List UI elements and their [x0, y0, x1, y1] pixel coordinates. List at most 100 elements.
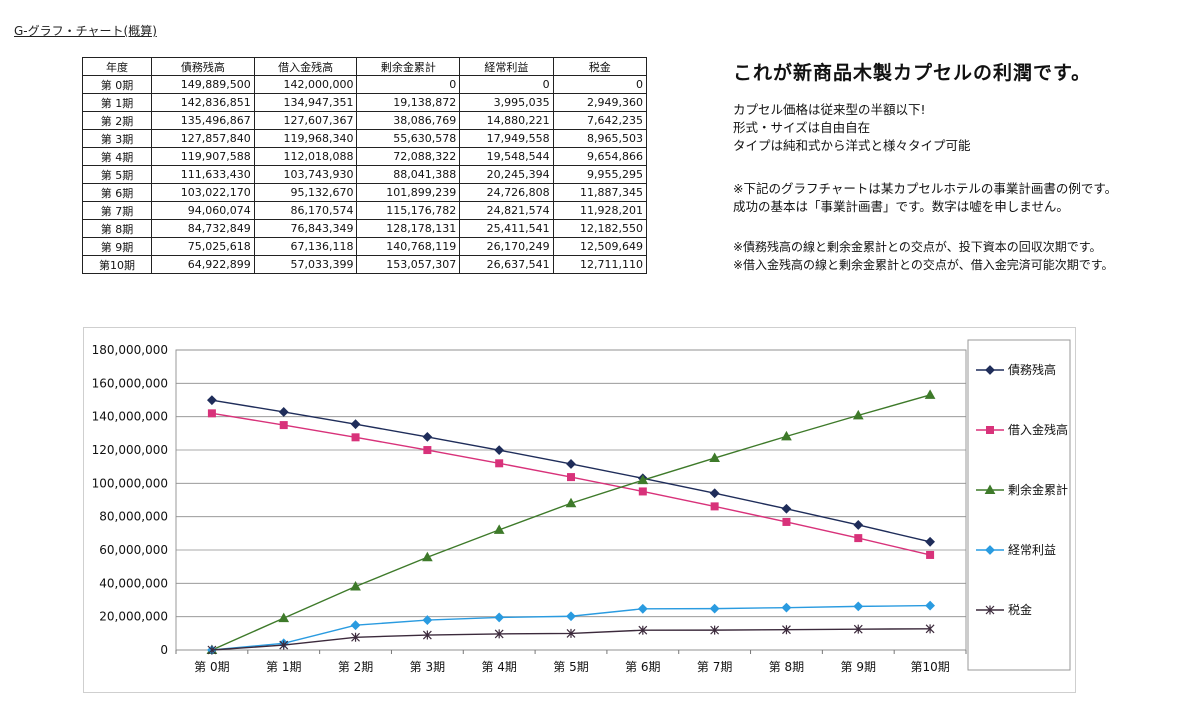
cell-surplus: 101,899,239: [356, 183, 461, 202]
x-tick-label: 第 8期: [769, 660, 804, 674]
cell-surplus: 38,086,769: [356, 111, 461, 130]
cell-loan: 103,743,930: [253, 165, 358, 184]
data-point: [852, 409, 864, 420]
legend-marker: [984, 484, 996, 494]
cell-surplus: 115,176,782: [356, 201, 461, 220]
cell-tax: 12,182,550: [552, 219, 648, 238]
cell-debt: 84,732,849: [151, 219, 255, 238]
feature-line: タイプは純和式から洋式と様々タイプ可能: [733, 138, 971, 153]
cell-profit: 26,170,249: [459, 237, 554, 256]
cell-profit: 0: [459, 75, 554, 94]
table-row: 第 0期 149,889,500 142,000,000 0 0 0: [82, 75, 648, 94]
data-point: [422, 551, 433, 562]
cell-loan: 76,843,349: [253, 219, 358, 238]
data-point: [351, 433, 360, 442]
cell-tax: 9,955,295: [552, 165, 648, 184]
data-point: [207, 409, 216, 418]
cell-profit: 3,995,035: [459, 93, 554, 112]
data-point: [566, 628, 576, 638]
col-header-surplus: 剰余金累計: [356, 57, 461, 76]
cell-debt: 135,496,867: [151, 111, 255, 130]
intersection-note-line: ※借入金残高の線と剰余金累計との交点が、借入金完済可能次期です。: [733, 258, 1114, 272]
data-point: [423, 446, 432, 455]
y-tick-label: 0: [160, 643, 168, 657]
data-point: [350, 419, 361, 430]
table-body: 第 0期 149,889,500 142,000,000 0 0 0 第 1期 142,836…: [82, 75, 648, 274]
legend-marker: [985, 545, 995, 555]
data-point: [854, 534, 863, 543]
x-tick-label: 第 9期: [841, 660, 876, 674]
cell-profit: 25,411,541: [459, 219, 554, 238]
legend-label: 税金: [1008, 602, 1032, 617]
cell-loan: 142,000,000: [253, 75, 358, 94]
data-point: [493, 524, 505, 534]
data-point: [781, 430, 792, 441]
data-point: [853, 520, 864, 530]
x-tick-label: 第 7期: [697, 660, 732, 674]
data-point: [782, 625, 791, 635]
cell-period: 第10期: [82, 255, 152, 274]
legend-label: 経常利益: [1008, 543, 1056, 557]
cell-period: 第 1期: [82, 93, 152, 112]
col-header-debt: 債務残高: [151, 57, 255, 76]
cell-tax: 2,949,360: [552, 93, 648, 112]
data-point: [853, 601, 864, 612]
cell-period: 第 7期: [82, 201, 152, 220]
data-point: [567, 473, 575, 482]
x-tick-label: 第10期: [910, 660, 949, 674]
data-point: [351, 632, 360, 642]
legend-label: 剰余金累計: [1008, 482, 1068, 497]
x-tick-label: 第 3期: [410, 660, 445, 674]
cell-period: 第 8期: [82, 219, 152, 238]
cell-profit: 24,726,808: [459, 183, 554, 202]
data-point: [925, 624, 935, 634]
x-tick-label: 第 1期: [266, 660, 301, 674]
x-tick-label: 第 2期: [338, 660, 373, 674]
x-tick-label: 第 6期: [625, 660, 660, 674]
cell-debt: 75,025,618: [151, 237, 255, 256]
data-point: [350, 620, 361, 631]
data-point: [566, 611, 576, 622]
cell-tax: 9,654,866: [552, 147, 648, 166]
cell-debt: 149,889,500: [151, 75, 255, 94]
table-row: 第 9期 75,025,618 67,136,118 140,768,119 26,17…: [82, 237, 648, 256]
data-point: [926, 550, 935, 559]
cell-tax: 8,965,503: [552, 129, 648, 148]
table-row: 第 5期 111,633,430 103,743,930 88,041,388 20,2…: [82, 165, 648, 184]
cell-loan: 134,947,351: [253, 93, 358, 112]
cell-profit: 19,548,544: [459, 147, 554, 166]
cell-loan: 119,968,340: [253, 129, 358, 148]
cell-surplus: 153,057,307: [356, 255, 461, 274]
data-point: [925, 600, 935, 611]
note-line: ※下記のグラフチャートは某カプセルホテルの事業計画書の例です。: [733, 181, 1118, 196]
y-tick-label: 20,000,000: [99, 610, 168, 624]
intersection-note-line: ※債務残高の線と剰余金累計との交点が、投下資本の回収次期です。: [733, 240, 1102, 254]
feature-paragraph: カプセル価格は従来型の半額以下! 形式・サイズは自由自在 タイプは純和式から洋式…: [733, 101, 971, 155]
cell-period: 第 2期: [82, 111, 152, 130]
data-point: [207, 395, 217, 406]
cell-debt: 142,836,851: [151, 93, 255, 112]
cell-tax: 0: [552, 75, 648, 94]
note-paragraph: ※下記のグラフチャートは某カプセルホテルの事業計画書の例です。 成功の基本は「事…: [733, 180, 1117, 216]
y-tick-label: 140,000,000: [92, 410, 168, 424]
cell-profit: 24,821,574: [459, 201, 554, 220]
y-tick-label: 40,000,000: [99, 576, 168, 590]
table-row: 第 2期 135,496,867 127,607,367 38,086,769 14,8…: [82, 111, 648, 130]
cell-surplus: 88,041,388: [356, 165, 461, 184]
y-tick-label: 100,000,000: [92, 476, 168, 490]
data-point: [494, 629, 504, 639]
cell-debt: 64,922,899: [151, 255, 255, 274]
cell-loan: 86,170,574: [253, 201, 358, 220]
table-header-row: 年度 債務残高 借入金残高 剰余金累計 経常利益 税金: [82, 57, 648, 76]
cell-debt: 94,060,074: [151, 201, 255, 220]
legend-marker: [985, 605, 995, 615]
data-point: [565, 497, 577, 508]
legend: [967, 339, 1071, 671]
y-tick-label: 80,000,000: [99, 510, 168, 524]
x-tick-label: 第 5期: [553, 660, 588, 674]
data-point: [781, 503, 792, 514]
cell-profit: 17,949,558: [459, 129, 554, 148]
intersection-note-paragraph: ※債務残高の線と剰余金累計との交点が、投下資本の回収次期です。 ※借入金残高の線…: [733, 238, 1114, 274]
table-row: 第 3期 127,857,840 119,968,340 55,630,578 17,9…: [82, 129, 648, 148]
data-point: [566, 459, 576, 469]
